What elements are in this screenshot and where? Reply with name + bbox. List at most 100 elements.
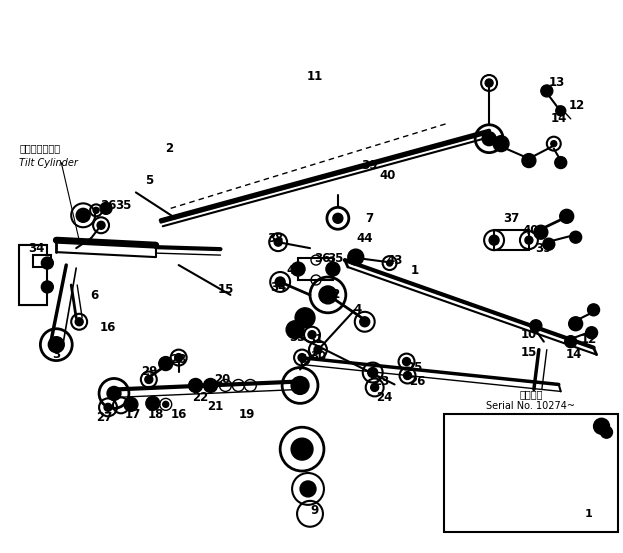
Text: 35: 35: [326, 252, 343, 264]
Text: 12: 12: [569, 100, 585, 112]
Text: 1: 1: [585, 509, 592, 519]
Text: 13: 13: [549, 76, 565, 90]
Text: 42: 42: [325, 289, 341, 301]
Text: 14: 14: [551, 112, 567, 126]
Circle shape: [559, 210, 574, 223]
Text: 34: 34: [270, 281, 287, 294]
Text: 34: 34: [28, 242, 45, 254]
Text: 37: 37: [503, 212, 519, 225]
Text: 14: 14: [566, 348, 582, 361]
Circle shape: [534, 225, 548, 239]
Circle shape: [275, 277, 285, 287]
Text: 39: 39: [361, 159, 378, 172]
Bar: [494, 230, 529, 250]
Text: 18: 18: [148, 408, 164, 421]
Circle shape: [586, 327, 597, 338]
Text: 30: 30: [310, 350, 326, 363]
Circle shape: [41, 257, 54, 269]
Text: 11: 11: [307, 70, 323, 82]
Circle shape: [493, 135, 509, 152]
Circle shape: [601, 426, 612, 438]
Circle shape: [124, 398, 138, 411]
Text: 2: 2: [164, 142, 173, 155]
Text: 1: 1: [411, 264, 419, 276]
Circle shape: [348, 249, 364, 265]
Circle shape: [291, 262, 305, 276]
Text: 38: 38: [267, 232, 283, 244]
Circle shape: [104, 403, 112, 411]
Circle shape: [291, 377, 309, 394]
Circle shape: [485, 79, 493, 87]
Bar: [19, 245, 47, 305]
Circle shape: [314, 346, 322, 353]
Text: 適用号笪: 適用号笪: [519, 389, 543, 399]
Circle shape: [551, 140, 557, 147]
Circle shape: [75, 318, 83, 326]
Circle shape: [93, 207, 99, 213]
Text: 29: 29: [141, 365, 157, 378]
Text: 39: 39: [536, 242, 552, 254]
Circle shape: [482, 132, 496, 145]
Text: 6: 6: [298, 353, 306, 366]
Circle shape: [274, 238, 282, 246]
Text: 23: 23: [374, 375, 390, 388]
Circle shape: [319, 286, 337, 304]
Text: 24: 24: [376, 391, 393, 404]
Circle shape: [489, 235, 499, 245]
Text: 20: 20: [214, 373, 231, 386]
Circle shape: [146, 397, 159, 410]
Circle shape: [525, 236, 533, 244]
Circle shape: [522, 154, 536, 168]
Bar: [444, 414, 619, 532]
Circle shape: [41, 281, 54, 293]
Circle shape: [189, 378, 202, 393]
Text: 31: 31: [307, 333, 323, 346]
Circle shape: [594, 418, 609, 434]
Text: 9: 9: [311, 504, 319, 517]
Circle shape: [530, 320, 542, 332]
Circle shape: [371, 383, 379, 392]
Text: 6: 6: [90, 289, 98, 302]
Bar: [298, 258, 333, 280]
Circle shape: [333, 213, 343, 223]
Circle shape: [298, 353, 306, 362]
Circle shape: [554, 156, 567, 169]
Circle shape: [569, 231, 582, 243]
Circle shape: [543, 238, 554, 250]
Bar: [34, 255, 51, 267]
Text: 16: 16: [100, 321, 117, 334]
Text: 36: 36: [314, 252, 330, 264]
Circle shape: [204, 378, 217, 393]
Circle shape: [286, 321, 304, 338]
Text: チルトシリンダ: チルトシリンダ: [19, 144, 60, 154]
Circle shape: [291, 438, 313, 460]
Circle shape: [49, 337, 64, 353]
Text: 7: 7: [366, 212, 374, 225]
Circle shape: [564, 336, 577, 348]
Text: 3: 3: [52, 348, 60, 361]
Circle shape: [76, 208, 90, 222]
Circle shape: [404, 372, 412, 379]
Text: 21: 21: [207, 400, 224, 413]
Circle shape: [145, 375, 153, 383]
Circle shape: [308, 331, 316, 338]
Text: 36: 36: [100, 199, 117, 212]
Circle shape: [368, 368, 378, 378]
Circle shape: [359, 317, 369, 327]
Text: 33: 33: [289, 331, 305, 344]
Circle shape: [541, 85, 553, 97]
Text: 19: 19: [239, 408, 255, 421]
Text: 5: 5: [145, 174, 153, 187]
Text: 41: 41: [287, 264, 303, 276]
Text: 25: 25: [406, 361, 422, 374]
Text: 28: 28: [171, 353, 187, 366]
Circle shape: [569, 317, 583, 331]
Text: 35: 35: [115, 199, 131, 212]
Circle shape: [174, 353, 183, 362]
Circle shape: [163, 401, 169, 408]
Text: 12: 12: [581, 333, 597, 346]
Text: 43: 43: [386, 254, 402, 267]
Circle shape: [100, 202, 112, 215]
Text: 15: 15: [521, 346, 537, 359]
Text: 4: 4: [354, 304, 362, 316]
